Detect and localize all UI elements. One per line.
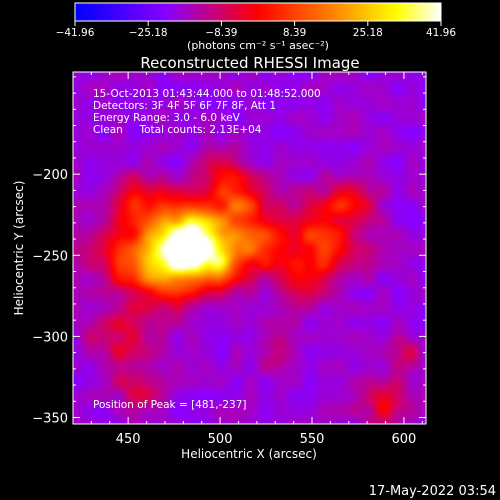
footer-timestamp: 17-May-2022 03:54 [369,484,496,499]
x-axis-label: Heliocentric X (arcsec) [181,447,317,461]
x-tick-label: 450 [116,432,141,447]
y-tick-label: −250 [32,249,68,264]
colorbar-tick-label: −8.39 [205,27,237,39]
x-tick-label: 500 [208,432,233,447]
colorbar-tick-label: 41.96 [426,27,456,39]
y-tick-label: −200 [32,168,68,183]
colorbar-ticks: −41.96 −25.18 −8.39 8.39 25.18 41.96 [56,21,456,39]
plot-frame [72,71,427,425]
y-tick-label: −300 [32,330,68,345]
colorbar-tick-label: 8.39 [283,27,306,39]
x-tick-label: 600 [392,432,417,447]
colorbar [74,2,442,22]
colorbar-tick-label: −25.18 [129,27,168,39]
axis-ticks: 450 500 550 600 −200 −250 −300 −350 [32,72,426,447]
y-tick-label: −350 [32,412,68,427]
peak-position-label: Position of Peak = [481,-237] [93,399,247,411]
y-axis-label: Heliocentric Y (arcsec) [12,181,26,316]
annotation-time-range: 15-Oct-2013 01:43:44.000 to 01:48:52.000 [93,88,321,100]
annotation-detectors: Detectors: 3F 4F 5F 6F 7F 8F, Att 1 [93,100,276,112]
chart-title: Reconstructed RHESSI Image [140,54,359,72]
annotation-clean-counts: Clean Total counts: 2.13E+04 [93,124,262,136]
annotation-energy-range: Energy Range: 3.0 - 6.0 keV [93,112,241,124]
observation-annotations: 15-Oct-2013 01:43:44.000 to 01:48:52.000… [93,88,321,136]
colorbar-tick-label: −41.96 [56,27,95,39]
x-tick-label: 550 [300,432,325,447]
colorbar-unit-label: (photons cm⁻² s⁻¹ asec⁻²) [187,39,329,52]
heatmap-image [73,72,426,424]
colorbar-tick-label: 25.18 [353,27,383,39]
